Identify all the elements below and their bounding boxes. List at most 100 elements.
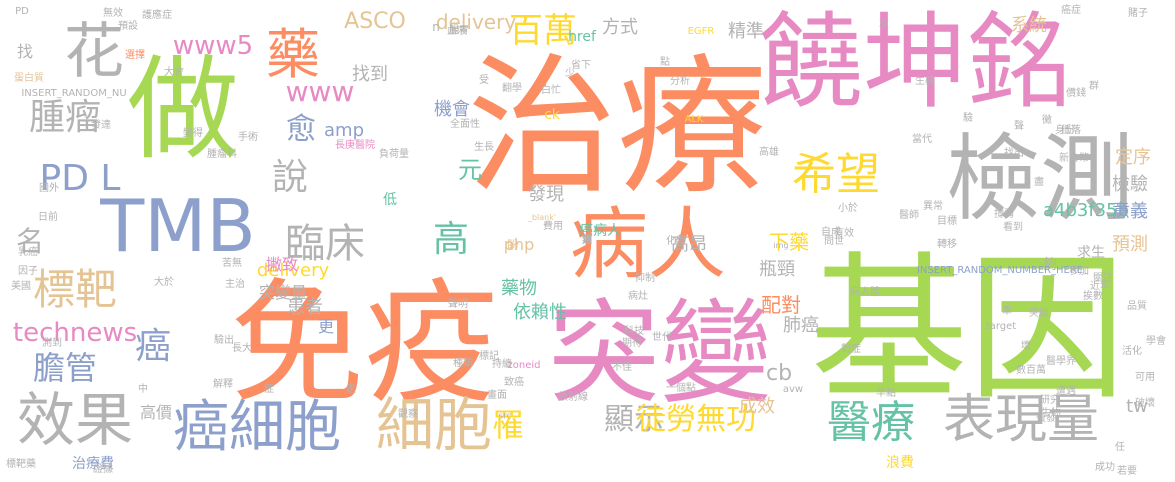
word-4: 饒坤銘: [758, 1, 1072, 123]
word-173: 任: [1115, 442, 1125, 453]
word-143: 生機: [915, 76, 935, 87]
word-49: 下藥: [769, 230, 809, 254]
word-22: PD L: [39, 158, 121, 199]
word-185: 醫師: [899, 210, 919, 221]
word-50: 高昂: [671, 234, 707, 255]
word-175: 症: [264, 384, 274, 395]
word-171: 群: [1089, 81, 1099, 92]
word-117: 聲明: [448, 299, 468, 310]
word-71: 求生: [1077, 245, 1105, 261]
word-47: php: [503, 235, 535, 254]
word-198: 類: [582, 235, 592, 246]
word-88: 蛋白質: [14, 73, 44, 84]
word-162: 白忙: [541, 85, 561, 96]
word-36: delivery: [256, 260, 330, 281]
word-196: 遇: [582, 235, 592, 246]
word-161: 不佳: [612, 362, 632, 373]
word-178: 盡: [1034, 177, 1044, 188]
word-51: 瓶頸: [759, 259, 795, 280]
word-107: 腫瘤科: [207, 149, 237, 160]
word-76: 盼: [506, 238, 520, 252]
word-191: 生物: [1041, 408, 1061, 419]
word-152: 大於: [154, 277, 174, 288]
word-151: 苦無: [222, 258, 242, 269]
word-90: 大會: [164, 67, 184, 78]
word-170: 次: [879, 19, 889, 30]
word-150: 手術: [238, 132, 258, 143]
word-65: 更: [317, 317, 335, 336]
word-192: 挨數: [1083, 291, 1103, 302]
word-159: 致癌: [504, 377, 524, 388]
word-141: 學會: [1146, 336, 1166, 347]
word-14: 表現量: [942, 390, 1100, 450]
word-149: 預設: [118, 21, 138, 32]
word-125: 若要: [1117, 466, 1137, 477]
word-6: 做: [127, 45, 239, 175]
word-132: 研究: [1040, 395, 1060, 406]
word-177: 黴: [1042, 115, 1052, 126]
word-8: 病人: [569, 200, 727, 290]
word-87: PD: [15, 6, 29, 17]
word-123: 可用: [1135, 372, 1155, 383]
word-96: 長庚醫院: [335, 140, 375, 151]
word-113: 美國: [11, 281, 31, 292]
word-116: 證據: [93, 464, 113, 475]
word-67: 突變量: [258, 283, 308, 302]
word-13: 效果: [16, 386, 134, 454]
word-43: 機會: [434, 99, 470, 120]
word-83: target: [985, 321, 1017, 332]
word-37: 方式: [602, 17, 638, 38]
word-3: 突變: [548, 289, 772, 419]
word-94: 分析: [670, 76, 690, 87]
word-84: avw: [782, 384, 804, 395]
word-26: 顯示: [604, 402, 664, 437]
word-120: 世代: [652, 332, 672, 343]
word-7: TMB: [100, 184, 256, 268]
word-101: 病灶: [628, 291, 648, 302]
word-95: 全面性: [450, 119, 480, 130]
word-35: delivery: [435, 10, 517, 34]
word-44: 發現: [528, 184, 564, 205]
word-58: 檢驗: [1112, 174, 1148, 195]
word-30: www: [285, 75, 355, 108]
word-193: 看到: [1003, 222, 1023, 233]
word-81: _blank': [527, 213, 557, 222]
word-45: 藥物: [501, 278, 537, 299]
word-164: 變得: [183, 128, 203, 139]
word-190: 數百萬: [1016, 365, 1046, 376]
word-41: amp: [324, 120, 364, 141]
word-188: 參加: [1069, 266, 1089, 277]
word-27: 罹: [491, 406, 525, 444]
word-147: 生長: [474, 142, 494, 153]
word-12: 癌細胞: [173, 395, 341, 460]
word-121: 品質: [1127, 301, 1147, 312]
word-82: img: [773, 241, 789, 250]
word-122: 破壞: [1135, 398, 1155, 409]
word-23: 膽管: [32, 349, 98, 387]
word-182: 活化: [1122, 346, 1142, 357]
word-38: 精準: [728, 21, 764, 42]
word-70: 癌病人: [579, 223, 621, 239]
word-73: 低: [383, 192, 397, 208]
word-156: 解釋: [213, 379, 233, 390]
word-78: INSERT_RANDOM_NU: [21, 88, 127, 99]
word-89: 選擇: [125, 50, 145, 61]
word-138: 目標: [937, 216, 957, 227]
word-112: 因子: [18, 266, 38, 277]
word-163: 省下: [571, 60, 591, 71]
word-9: 花: [64, 17, 124, 87]
word-68: ck: [544, 107, 560, 123]
word-29: www5: [172, 31, 254, 61]
word-169: 驗: [963, 113, 973, 124]
word-102: 抑制: [635, 273, 655, 284]
word-103: 化學: [666, 236, 686, 247]
word-126: 賭子: [1128, 8, 1148, 19]
word-61: tw: [1126, 396, 1148, 417]
word-133: 遭遇: [1056, 386, 1076, 397]
word-118: 科技: [624, 326, 644, 337]
word-184: 問世: [824, 236, 844, 247]
word-166: 受: [479, 75, 489, 86]
word-86: zoneid: [507, 360, 541, 371]
word-137: 異常: [923, 201, 943, 212]
